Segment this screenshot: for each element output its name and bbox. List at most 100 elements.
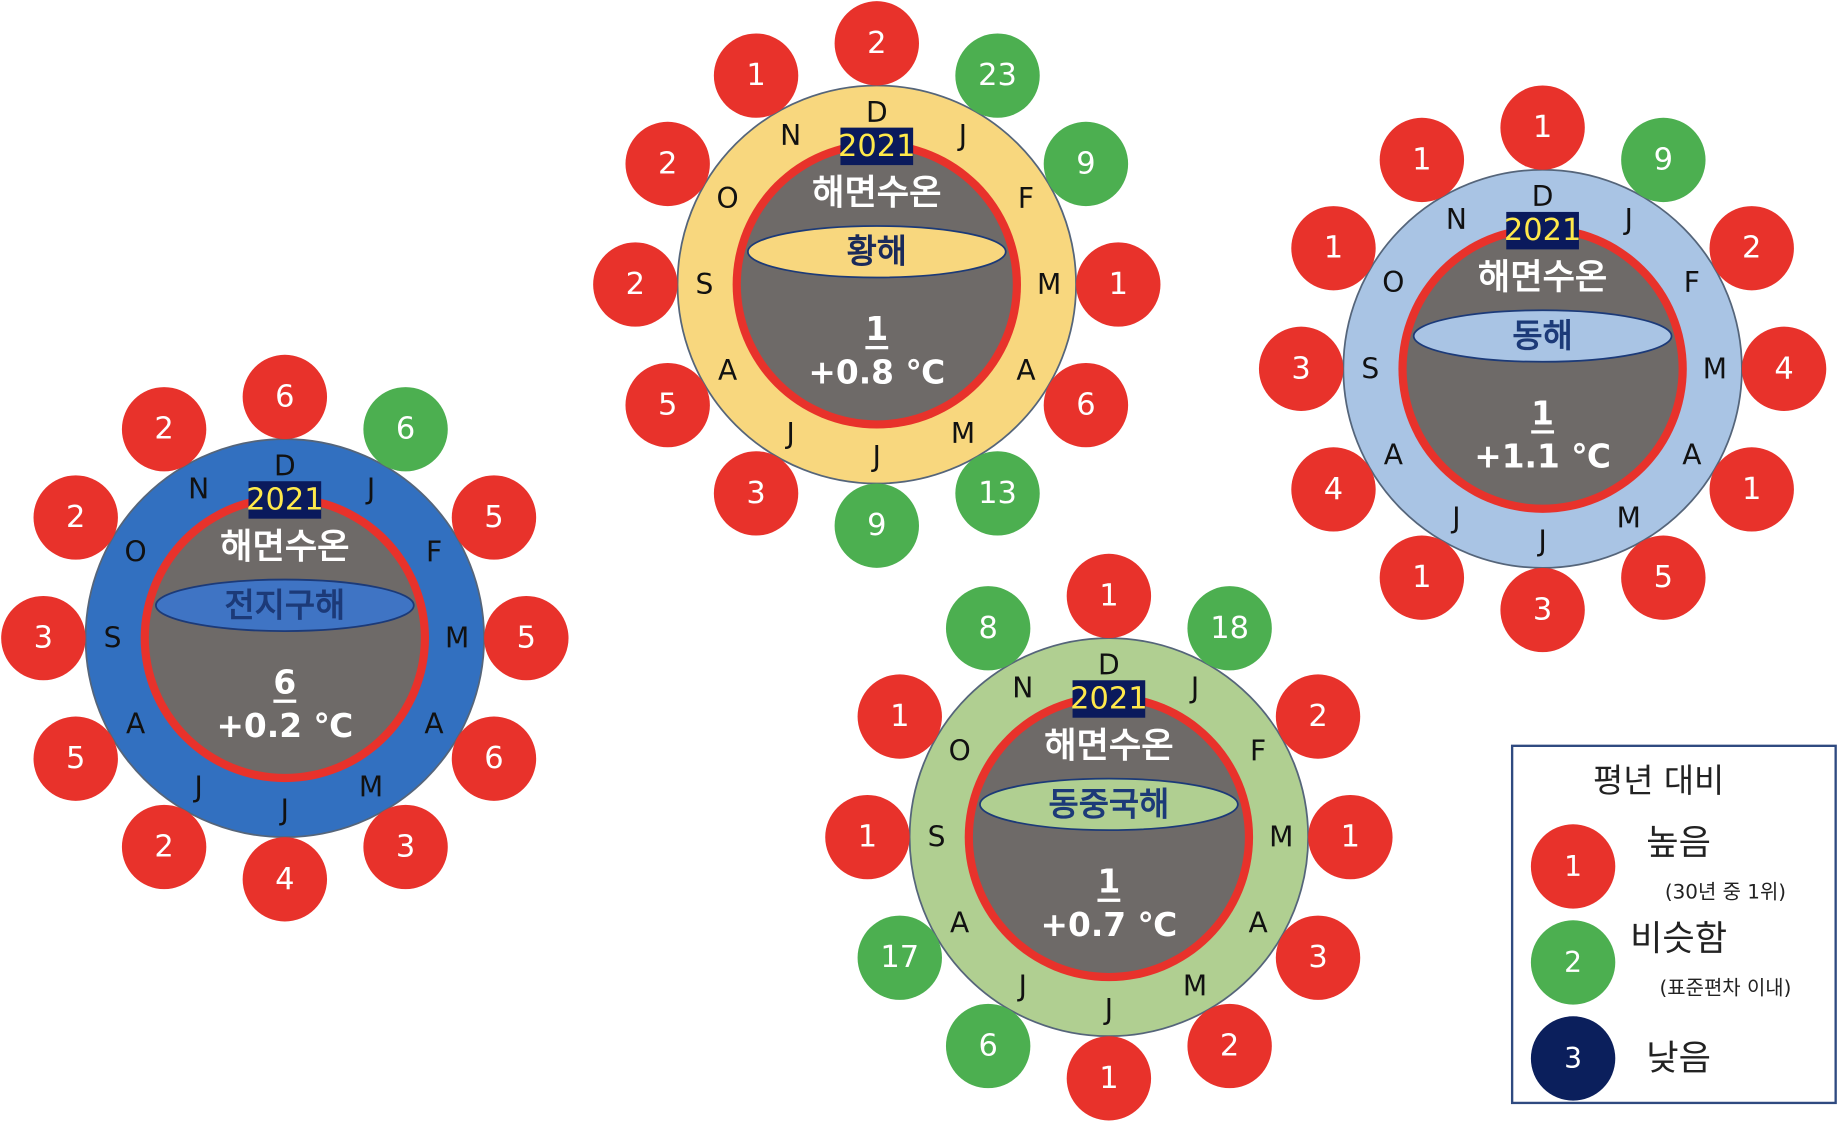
month-letter: M bbox=[1037, 268, 1061, 301]
inner-disc bbox=[972, 701, 1245, 973]
legend-note: (표준편차 이내) bbox=[1660, 977, 1792, 1000]
month-letter: A bbox=[126, 708, 145, 741]
anomaly: +0.8 ℃ bbox=[808, 353, 945, 391]
month-rank: 1 bbox=[1099, 1061, 1118, 1096]
month-badge bbox=[33, 716, 118, 801]
month-badge bbox=[1187, 586, 1272, 671]
sea-name: 전지구해 bbox=[224, 586, 345, 624]
month-rank: 6 bbox=[1076, 388, 1095, 423]
month-badge bbox=[242, 354, 328, 440]
legend-label: 높음 bbox=[1646, 823, 1711, 864]
month-rank: 1 bbox=[890, 699, 909, 734]
month-badge bbox=[593, 242, 678, 327]
month-badge bbox=[1291, 447, 1376, 532]
month-letter: N bbox=[188, 473, 209, 506]
month-rank: 13 bbox=[978, 476, 1017, 511]
month-letter: D bbox=[1532, 180, 1554, 213]
month-rank: 6 bbox=[978, 1029, 997, 1064]
month-rank: 1 bbox=[1109, 267, 1128, 302]
sea-ellipse bbox=[746, 225, 1007, 279]
wheel-title: 해면수온 bbox=[220, 526, 349, 567]
month-badge bbox=[242, 837, 328, 922]
inner-disc bbox=[740, 148, 1013, 421]
annual-rank: 1 bbox=[1531, 394, 1554, 432]
month-letter: O bbox=[1382, 266, 1404, 299]
sea-name: 황해 bbox=[847, 233, 907, 271]
anomaly: +0.2 ℃ bbox=[216, 707, 353, 745]
inner-disc bbox=[148, 502, 421, 774]
month-rank: 1 bbox=[1099, 578, 1118, 613]
month-badge bbox=[834, 1, 919, 86]
month-badge bbox=[857, 915, 942, 1000]
anomaly: +1.1 ℃ bbox=[1474, 438, 1611, 476]
month-badge bbox=[1043, 362, 1129, 448]
month-rank: 3 bbox=[1308, 940, 1327, 975]
month-letter: A bbox=[1682, 438, 1701, 471]
month-letter: S bbox=[104, 622, 122, 655]
month-badge bbox=[1709, 206, 1794, 291]
legend-marker bbox=[1530, 920, 1616, 1005]
month-badge bbox=[1379, 117, 1465, 203]
month-letter: F bbox=[1018, 182, 1034, 215]
month-rank: 1 bbox=[1412, 142, 1431, 177]
month-rank: 2 bbox=[1220, 1029, 1239, 1064]
month-rank: 2 bbox=[154, 829, 173, 864]
month-rank: 18 bbox=[1210, 611, 1249, 646]
month-badge bbox=[1500, 85, 1585, 170]
wheel-title: 해면수온 bbox=[1044, 725, 1173, 766]
month-letter: J bbox=[193, 771, 203, 804]
month-letter: A bbox=[950, 907, 969, 940]
month-letter: M bbox=[1703, 352, 1727, 385]
annual-rank: 1 bbox=[1097, 863, 1120, 901]
month-letter: J bbox=[1536, 524, 1546, 557]
month-rank: 2 bbox=[626, 267, 645, 302]
month-badge bbox=[945, 1003, 1031, 1089]
month-badge bbox=[121, 387, 207, 472]
month-letter: O bbox=[125, 536, 147, 569]
month-badge bbox=[1066, 1036, 1152, 1121]
month-letter: N bbox=[1012, 672, 1033, 705]
month-rank: 1 bbox=[1412, 560, 1431, 595]
month-badge bbox=[1500, 567, 1585, 653]
month-badge bbox=[363, 804, 448, 890]
month-rank: 2 bbox=[658, 146, 677, 181]
month-badge bbox=[1066, 553, 1152, 639]
month-rank: 1 bbox=[1533, 110, 1552, 145]
month-rank: 1 bbox=[1341, 820, 1360, 855]
month-rank: 9 bbox=[867, 508, 886, 543]
month-letter: J bbox=[957, 119, 967, 152]
year-box bbox=[840, 127, 914, 166]
year-box bbox=[1506, 211, 1579, 250]
month-badge bbox=[1709, 447, 1794, 532]
month-rank: 3 bbox=[746, 476, 765, 511]
month-rank: 1 bbox=[1742, 472, 1761, 507]
month-letter: S bbox=[696, 268, 714, 301]
month-rank: 3 bbox=[396, 829, 415, 864]
month-rank: 9 bbox=[1076, 146, 1095, 181]
month-badge bbox=[484, 595, 569, 681]
month-rank: 6 bbox=[275, 379, 294, 414]
legend-marker-text: 3 bbox=[1564, 1042, 1582, 1075]
month-letter: M bbox=[359, 771, 383, 804]
sea-ellipse bbox=[155, 578, 415, 632]
month-letter: S bbox=[928, 821, 946, 854]
month-badge bbox=[1076, 242, 1161, 327]
month-letter: J bbox=[1189, 672, 1199, 705]
month-badge bbox=[825, 794, 910, 880]
month-badge bbox=[1308, 794, 1393, 880]
sea-ellipse bbox=[1412, 309, 1673, 363]
legend-marker-text: 2 bbox=[1564, 946, 1582, 979]
month-letter: A bbox=[1384, 438, 1403, 471]
month-letter: F bbox=[1250, 735, 1266, 768]
wheel-title: 해면수온 bbox=[1478, 257, 1607, 298]
wheel-title: 해면수온 bbox=[812, 173, 941, 214]
month-rank: 2 bbox=[154, 412, 173, 447]
legend-note: (30년 중 1위) bbox=[1665, 881, 1786, 904]
month-badge bbox=[1275, 674, 1361, 759]
month-badge bbox=[1741, 326, 1827, 411]
month-letter: J bbox=[1623, 203, 1633, 236]
month-badge bbox=[1187, 1003, 1272, 1089]
month-rank: 9 bbox=[1654, 142, 1673, 177]
